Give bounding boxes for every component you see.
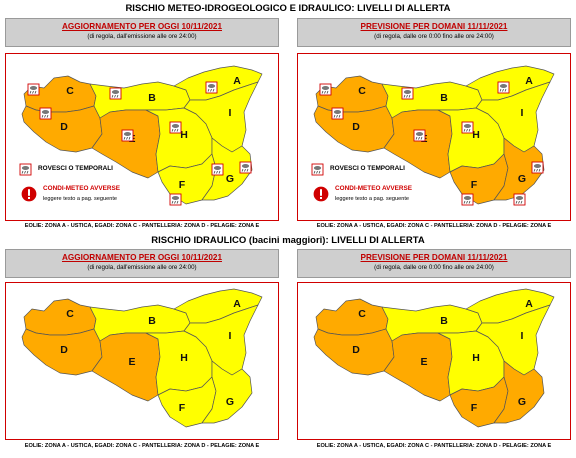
zone-label-c: C [66, 308, 74, 320]
zone-label-c: C [66, 85, 74, 97]
zone-e [383, 332, 453, 402]
zone-label-h: H [472, 352, 480, 364]
islands-footer: EOLIE: ZONA A - USTICA, EGADI: ZONA C - … [316, 223, 552, 229]
islands-footer: EOLIE: ZONA A - USTICA, EGADI: ZONA C - … [316, 443, 552, 449]
zone-c [315, 298, 389, 336]
thunderstorm-icon [413, 129, 426, 142]
legend-adverse-label: CONDI-METEO AVVERSE [43, 185, 121, 192]
section-title-meteo: RISCHIO METEO-IDROGEOLOGICO E IDRAULICO:… [125, 3, 451, 14]
zone-label-h: H [180, 352, 188, 364]
thunderstorm-icon [109, 87, 122, 100]
panel-subtitle: (di regola, dall'emissione alle ore 24:0… [87, 33, 197, 40]
zone-label-c: C [358, 85, 366, 97]
zone-label-a: A [525, 298, 533, 310]
legend-adverse-label: CONDI-METEO AVVERSE [335, 185, 413, 192]
section-title-idraulico: RISCHIO IDRAULICO (bacini maggiori): LIV… [151, 235, 425, 246]
zone-label-d: D [352, 121, 360, 133]
zone-label-e: E [128, 356, 135, 368]
zone-label-f: F [471, 179, 478, 191]
panel-title: PREVISIONE PER DOMANI 11/11/2021 [360, 22, 508, 31]
thunderstorm-icon [331, 107, 344, 120]
panel-subtitle: (di regola, dalle ore 0:00 fino alle ore… [374, 264, 494, 271]
thunderstorm-icon [319, 83, 332, 96]
zone-label-a: A [233, 75, 241, 87]
zone-label-d: D [60, 121, 68, 133]
zone-label-b: B [440, 315, 448, 327]
zone-e [91, 332, 161, 402]
sicily-alert-map: A B C D E H I F G [21, 288, 263, 428]
panel-header: AGGIORNAMENTO PER OGGI 10/11/2021 (di re… [5, 18, 279, 47]
zone-g [493, 137, 545, 201]
legend-storms-label: ROVESCI O TEMPORALI [38, 165, 113, 172]
zone-label-h: H [180, 129, 188, 141]
legend-storms-label: ROVESCI O TEMPORALI [330, 165, 405, 172]
zone-label-i: I [229, 330, 232, 342]
zone-label-g: G [518, 396, 526, 408]
thunderstorm-icon [169, 121, 182, 134]
zone-label-f: F [179, 402, 186, 414]
zone-g [201, 360, 253, 424]
zone-label-f: F [179, 179, 186, 191]
zone-label-d: D [60, 344, 68, 356]
panel-header: AGGIORNAMENTO PER OGGI 10/11/2021 (di re… [5, 249, 279, 278]
thunderstorm-icon [39, 107, 52, 120]
panel-subtitle: (di regola, dalle ore 0:00 fino alle ore… [374, 33, 494, 40]
sicily-alert-map: A B C D E H I F G [313, 288, 555, 428]
panel-header: PREVISIONE PER DOMANI 11/11/2021 (di reg… [297, 249, 571, 278]
panel-header: PREVISIONE PER DOMANI 11/11/2021 (di reg… [297, 18, 571, 47]
map-frame: A B C D E H I F G [5, 282, 279, 440]
panel-title: AGGIORNAMENTO PER OGGI 10/11/2021 [61, 22, 222, 31]
zone-label-g: G [518, 173, 526, 185]
zone-label-g: G [226, 396, 234, 408]
zone-label-b: B [440, 92, 448, 104]
islands-footer: EOLIE: ZONA A - USTICA, EGADI: ZONA C - … [24, 223, 260, 229]
zone-label-d: D [352, 344, 360, 356]
zone-label-a: A [525, 75, 533, 87]
zone-g [201, 137, 253, 201]
zone-label-a: A [233, 298, 241, 310]
zone-label-i: I [521, 330, 524, 342]
zone-label-i: I [229, 107, 232, 119]
thunderstorm-icon [513, 193, 526, 206]
thunderstorm-icon [461, 121, 474, 134]
zone-label-e: E [420, 356, 427, 368]
islands-footer: EOLIE: ZONA A - USTICA, EGADI: ZONA C - … [24, 443, 260, 449]
thunderstorm-icon [311, 163, 324, 176]
legend-adverse-note: leggere testo a pag. seguente [335, 196, 410, 202]
zone-g [493, 360, 545, 424]
zone-label-c: C [358, 308, 366, 320]
map-frame: A B C D E H I F G [297, 282, 571, 440]
warning-icon [21, 186, 37, 202]
thunderstorm-icon [401, 87, 414, 100]
thunderstorm-icon [531, 161, 544, 174]
zone-label-i: I [521, 107, 524, 119]
zone-label-b: B [148, 315, 156, 327]
legend-adverse-note: leggere testo a pag. seguente [43, 196, 118, 202]
thunderstorm-icon [461, 193, 474, 206]
thunderstorm-icon [205, 81, 218, 94]
panel-title: AGGIORNAMENTO PER OGGI 10/11/2021 [61, 253, 222, 262]
thunderstorm-icon [19, 163, 32, 176]
thunderstorm-icon [121, 129, 134, 142]
panel-title: PREVISIONE PER DOMANI 11/11/2021 [360, 253, 508, 262]
warning-icon [313, 186, 329, 202]
zone-label-b: B [148, 92, 156, 104]
thunderstorm-icon [169, 193, 182, 206]
thunderstorm-icon [211, 163, 224, 176]
thunderstorm-icon [27, 83, 40, 96]
thunderstorm-icon [239, 161, 252, 174]
zone-label-h: H [472, 129, 480, 141]
panel-subtitle: (di regola, dall'emissione alle ore 24:0… [87, 264, 197, 271]
zone-label-f: F [471, 402, 478, 414]
zone-c [23, 298, 97, 336]
thunderstorm-icon [497, 81, 510, 94]
zone-label-g: G [226, 173, 234, 185]
